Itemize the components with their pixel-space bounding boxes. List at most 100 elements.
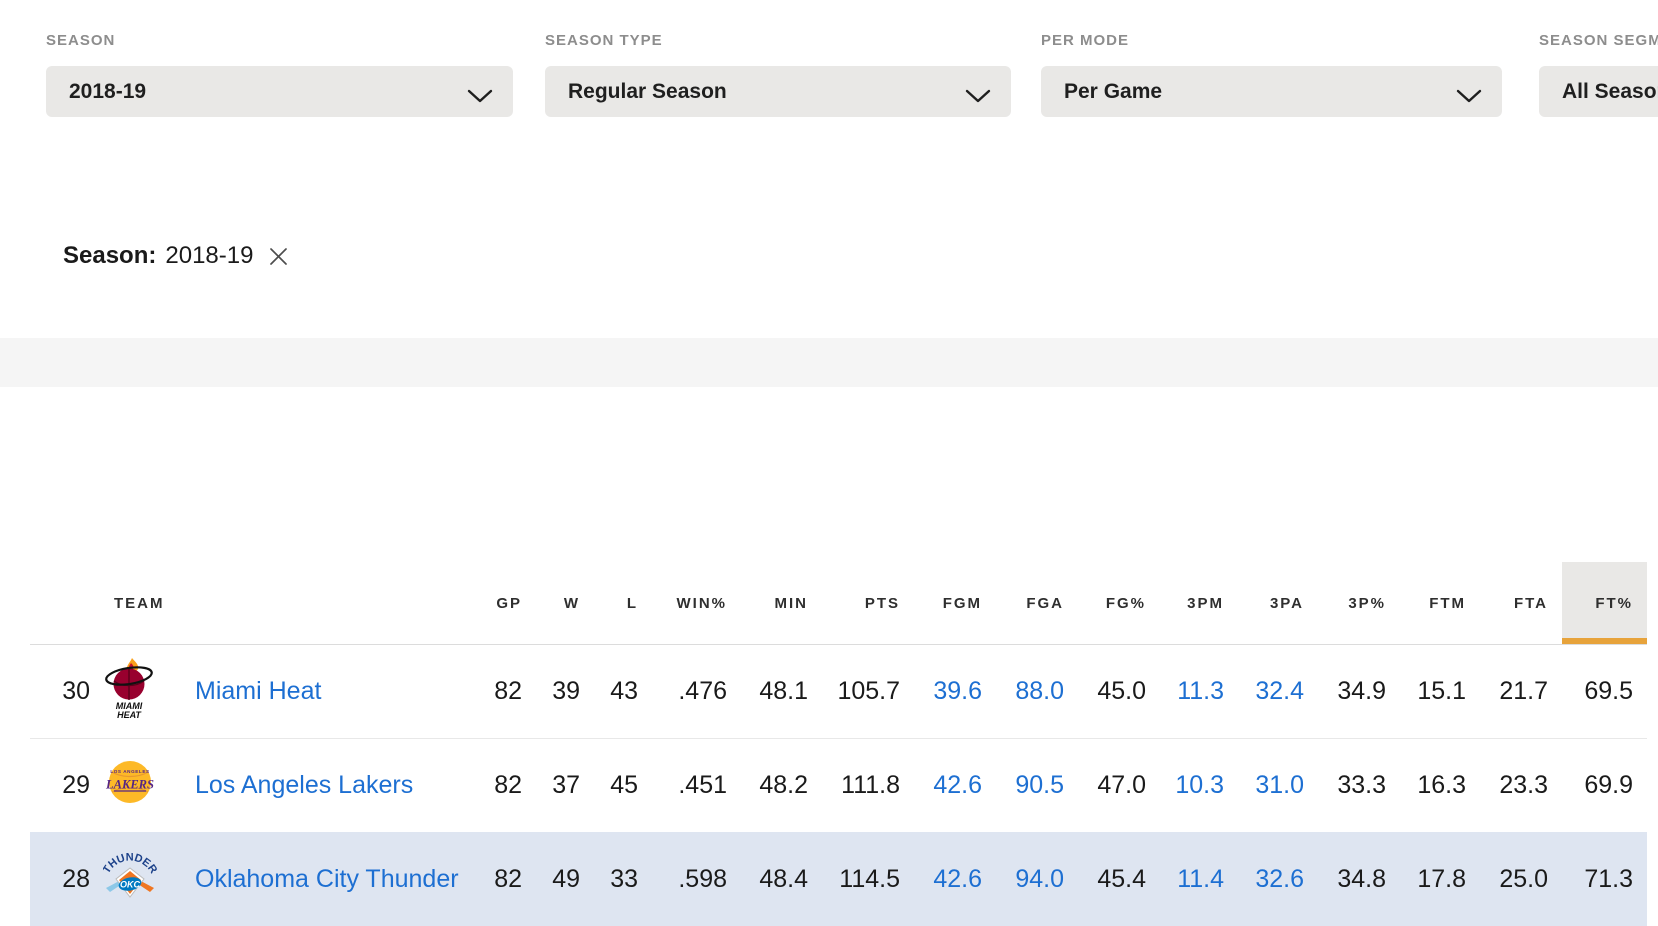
column-header-win-pct[interactable]: WIN% (652, 562, 741, 645)
team-cell: Oklahoma City Thunder (165, 833, 478, 926)
stat-cell-fgm[interactable]: 39.6 (914, 645, 996, 739)
stat-cell-fga[interactable]: 94.0 (996, 833, 1078, 926)
season-dropdown-value: 2018-19 (69, 80, 146, 104)
rank-cell: 29 (30, 739, 95, 833)
stat-cell-ftm: 17.8 (1400, 833, 1480, 926)
stat-cell-gp: 82 (478, 739, 536, 833)
chevron-down-icon (1456, 85, 1482, 109)
column-header-fgm[interactable]: FGM (914, 562, 996, 645)
filter-group-season: SEASON 2018-19 (46, 30, 513, 117)
column-header-fta[interactable]: FTA (1480, 562, 1562, 645)
stat-cell-fta: 25.0 (1480, 833, 1562, 926)
filter-group-season-type: SEASON TYPE Regular Season (545, 30, 1011, 117)
stat-cell-fg-pct: 45.0 (1078, 645, 1160, 739)
stat-cell-3pm[interactable]: 10.3 (1160, 739, 1238, 833)
filter-group-per-mode: PER MODE Per Game (1041, 30, 1502, 117)
applied-filter-label: Season: (63, 242, 156, 270)
team-link[interactable]: Oklahoma City Thunder (195, 865, 459, 893)
svg-text:OKC: OKC (120, 880, 141, 890)
stat-cell-w: 39 (536, 645, 594, 739)
column-header-w[interactable]: W (536, 562, 594, 645)
sort-indicator-bar (1562, 638, 1647, 644)
stat-cell-fga[interactable]: 88.0 (996, 645, 1078, 739)
stat-cell-fgm[interactable]: 42.6 (914, 833, 996, 926)
column-header-3p-pct[interactable]: 3P% (1318, 562, 1400, 645)
team-link[interactable]: Los Angeles Lakers (195, 771, 413, 799)
season-dropdown[interactable]: 2018-19 (46, 66, 513, 117)
per-mode-dropdown-value: Per Game (1064, 80, 1162, 104)
stat-cell-3p-pct: 34.9 (1318, 645, 1400, 739)
season-segment-dropdown[interactable]: All Seasons (1539, 66, 1658, 117)
stat-cell-3pm[interactable]: 11.4 (1160, 833, 1238, 926)
stat-cell-win-pct: .598 (652, 833, 741, 926)
stat-cell-3pm[interactable]: 11.3 (1160, 645, 1238, 739)
stat-cell-pts: 105.7 (822, 645, 914, 739)
stat-cell-w: 37 (536, 739, 594, 833)
stat-cell-fta: 23.3 (1480, 739, 1562, 833)
column-header-3pa[interactable]: 3PA (1238, 562, 1318, 645)
stat-cell-3pa[interactable]: 32.6 (1238, 833, 1318, 926)
stat-cell-fga[interactable]: 90.5 (996, 739, 1078, 833)
applied-filter-chip: Season: 2018-19 (63, 242, 288, 270)
team-logo-thunder-icon[interactable]: THUNDEROKC (103, 848, 157, 904)
svg-text:LAKERS: LAKERS (105, 778, 154, 792)
season-type-dropdown-value: Regular Season (568, 80, 727, 104)
column-header-ft-pct[interactable]: FT% (1562, 562, 1647, 645)
column-header-pts[interactable]: PTS (822, 562, 914, 645)
table-row: 28THUNDEROKC Oklahoma City Thunder 824933.… (30, 833, 1647, 926)
stat-cell-3pa[interactable]: 32.4 (1238, 645, 1318, 739)
stat-cell-ft-pct: 71.3 (1562, 833, 1647, 926)
stat-cell-l: 33 (594, 833, 652, 926)
stat-cell-fgm[interactable]: 42.6 (914, 739, 996, 833)
season-segment-dropdown-value: All Seasons (1562, 80, 1658, 104)
column-header-3pm[interactable]: 3PM (1160, 562, 1238, 645)
column-header-min[interactable]: MIN (741, 562, 822, 645)
column-header-gp[interactable]: GP (478, 562, 536, 645)
stat-cell-fg-pct: 45.4 (1078, 833, 1160, 926)
logo-cell: THUNDEROKC (95, 833, 165, 926)
team-link[interactable]: Miami Heat (195, 677, 321, 705)
stat-cell-3p-pct: 33.3 (1318, 739, 1400, 833)
stat-cell-gp: 82 (478, 833, 536, 926)
stat-cell-min: 48.4 (741, 833, 822, 926)
column-header-fga[interactable]: FGA (996, 562, 1078, 645)
chevron-down-icon (965, 85, 991, 109)
column-header-l[interactable]: L (594, 562, 652, 645)
stat-cell-l: 43 (594, 645, 652, 739)
stat-cell-pts: 114.5 (822, 833, 914, 926)
filter-label-season: SEASON (46, 30, 513, 52)
stat-cell-l: 45 (594, 739, 652, 833)
stat-cell-win-pct: .451 (652, 739, 741, 833)
stat-cell-gp: 82 (478, 645, 536, 739)
stat-cell-3pa[interactable]: 31.0 (1238, 739, 1318, 833)
stat-cell-min: 48.1 (741, 645, 822, 739)
season-type-dropdown[interactable]: Regular Season (545, 66, 1011, 117)
stat-cell-ft-pct: 69.9 (1562, 739, 1647, 833)
filter-group-season-segment: SEASON SEGMENT All Seasons (1539, 30, 1658, 117)
per-mode-dropdown[interactable]: Per Game (1041, 66, 1502, 117)
stat-cell-ftm: 15.1 (1400, 645, 1480, 739)
stat-cell-ft-pct: 69.5 (1562, 645, 1647, 739)
stat-cell-w: 49 (536, 833, 594, 926)
filter-label-season-type: SEASON TYPE (545, 30, 1011, 52)
stat-cell-3p-pct: 34.8 (1318, 833, 1400, 926)
column-header-team[interactable]: TEAM (30, 562, 478, 645)
remove-filter-icon[interactable] (269, 247, 288, 266)
column-header-ftm[interactable]: FTM (1400, 562, 1480, 645)
stat-cell-pts: 111.8 (822, 739, 914, 833)
svg-text:HEAT: HEAT (117, 710, 142, 719)
rank-cell: 28 (30, 833, 95, 926)
rank-cell: 30 (30, 645, 95, 739)
stat-cell-win-pct: .476 (652, 645, 741, 739)
section-divider-band (0, 338, 1658, 387)
filter-label-season-segment: SEASON SEGMENT (1539, 30, 1658, 52)
team-cell: Miami Heat (165, 645, 478, 739)
chevron-down-icon (467, 85, 493, 109)
column-header-fg-pct[interactable]: FG% (1078, 562, 1160, 645)
